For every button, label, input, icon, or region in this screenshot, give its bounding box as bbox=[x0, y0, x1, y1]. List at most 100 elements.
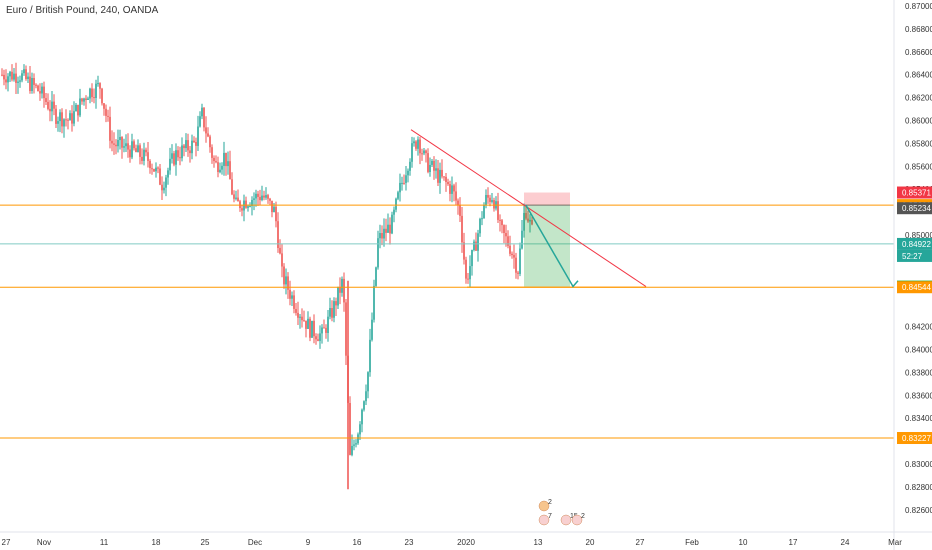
candle-body bbox=[369, 339, 371, 373]
candle-body bbox=[297, 312, 299, 318]
event-badge[interactable] bbox=[538, 514, 550, 526]
candle-body bbox=[489, 197, 491, 202]
event-badge[interactable] bbox=[571, 514, 583, 526]
candle-body bbox=[375, 267, 377, 286]
price-badge bbox=[897, 237, 932, 250]
candle-body bbox=[445, 176, 447, 182]
candle-body bbox=[329, 308, 331, 317]
candle-body bbox=[289, 289, 291, 299]
candle-body bbox=[303, 320, 305, 322]
price-badge-label: 0.84544 bbox=[902, 283, 931, 292]
candle-body bbox=[93, 97, 95, 99]
candle-body bbox=[459, 205, 461, 216]
candle-body bbox=[401, 182, 403, 184]
candle-body bbox=[317, 339, 319, 341]
candle-body bbox=[183, 145, 185, 149]
candle-body bbox=[265, 195, 267, 198]
candle-body bbox=[423, 150, 425, 154]
candle-body bbox=[527, 218, 529, 222]
candle-body bbox=[85, 98, 87, 100]
candle-body bbox=[397, 192, 399, 199]
candle-body bbox=[91, 88, 93, 98]
candle-body bbox=[5, 79, 7, 83]
candle-body bbox=[107, 115, 109, 117]
candle-body bbox=[425, 150, 427, 154]
candle-body bbox=[97, 83, 99, 85]
candle-body bbox=[447, 182, 449, 185]
candle-body bbox=[171, 153, 173, 159]
candle-body bbox=[49, 108, 51, 112]
x-tick-label: 2020 bbox=[457, 538, 475, 547]
candle-body bbox=[409, 161, 411, 171]
candle-body bbox=[59, 112, 61, 122]
event-badges[interactable]: 27152 bbox=[538, 499, 585, 526]
y-axis[interactable]: 0.87000 0.86800 0.86600 0.86400 0.86200 0.860… bbox=[893, 0, 932, 550]
candle-body bbox=[465, 259, 467, 279]
candle-body bbox=[203, 107, 205, 128]
candle-body bbox=[381, 233, 383, 239]
position-stop-zone[interactable] bbox=[524, 192, 570, 206]
candle-body bbox=[451, 185, 453, 194]
candle-body bbox=[13, 73, 15, 80]
candle-body bbox=[87, 98, 89, 100]
candle-body bbox=[19, 80, 21, 82]
candle-body bbox=[177, 150, 179, 158]
candle-body bbox=[525, 213, 527, 219]
event-badge[interactable] bbox=[538, 500, 550, 512]
candle-body bbox=[325, 327, 327, 333]
x-tick-label: Mar bbox=[888, 538, 902, 547]
candle-body bbox=[443, 176, 445, 178]
candle-body bbox=[455, 191, 457, 201]
candle-body bbox=[313, 320, 315, 337]
candle-body bbox=[115, 144, 117, 147]
x-tick-label: 20 bbox=[586, 538, 595, 547]
candle-body bbox=[83, 98, 85, 102]
candle-body bbox=[287, 276, 289, 290]
candle-body bbox=[429, 164, 431, 172]
candle-body bbox=[231, 179, 233, 195]
candle-body bbox=[283, 266, 285, 285]
candle-body bbox=[75, 104, 77, 112]
x-tick-label: 18 bbox=[152, 538, 161, 547]
candle-body bbox=[477, 233, 479, 251]
event-badge[interactable] bbox=[560, 514, 572, 526]
candle-body bbox=[11, 71, 13, 80]
candle-body bbox=[43, 86, 45, 99]
candle-body bbox=[191, 140, 193, 154]
candle-body bbox=[367, 372, 369, 392]
candle-body bbox=[229, 161, 231, 180]
candle-body bbox=[31, 78, 33, 91]
candle-body bbox=[311, 320, 313, 338]
candle-body bbox=[285, 276, 287, 285]
candle-body bbox=[259, 196, 261, 201]
candle-body bbox=[79, 98, 81, 116]
price-badge bbox=[897, 432, 932, 445]
x-axis[interactable]: 27 Nov 11 18 25 Dec 9 16 23 2020 13 20 27 Feb 10 17 24 Ma… bbox=[0, 531, 932, 547]
candle-body bbox=[363, 401, 365, 410]
candle-body bbox=[479, 218, 481, 234]
x-tick-label: 17 bbox=[789, 538, 798, 547]
x-tick-label: 16 bbox=[353, 538, 362, 547]
candle-body bbox=[301, 316, 303, 321]
candle-body bbox=[457, 200, 459, 206]
x-tick-label: 25 bbox=[201, 538, 210, 547]
candle-body bbox=[145, 149, 147, 153]
y-tick-label: 0.84000 bbox=[905, 346, 932, 355]
candle-body bbox=[151, 168, 153, 170]
candle-body bbox=[15, 73, 17, 83]
candle-body bbox=[37, 85, 39, 91]
projection-arrow[interactable] bbox=[525, 204, 579, 288]
candle-body bbox=[179, 157, 181, 159]
candle-body bbox=[355, 443, 357, 445]
x-tick-label: 9 bbox=[306, 538, 311, 547]
candle-body bbox=[407, 170, 409, 176]
candle-body bbox=[247, 206, 249, 208]
candle-body bbox=[27, 76, 29, 79]
position-target-zone[interactable] bbox=[524, 205, 570, 287]
candle-body bbox=[81, 98, 83, 102]
candle-body bbox=[133, 141, 135, 149]
candle-body bbox=[505, 233, 507, 237]
candle-body bbox=[281, 253, 283, 267]
